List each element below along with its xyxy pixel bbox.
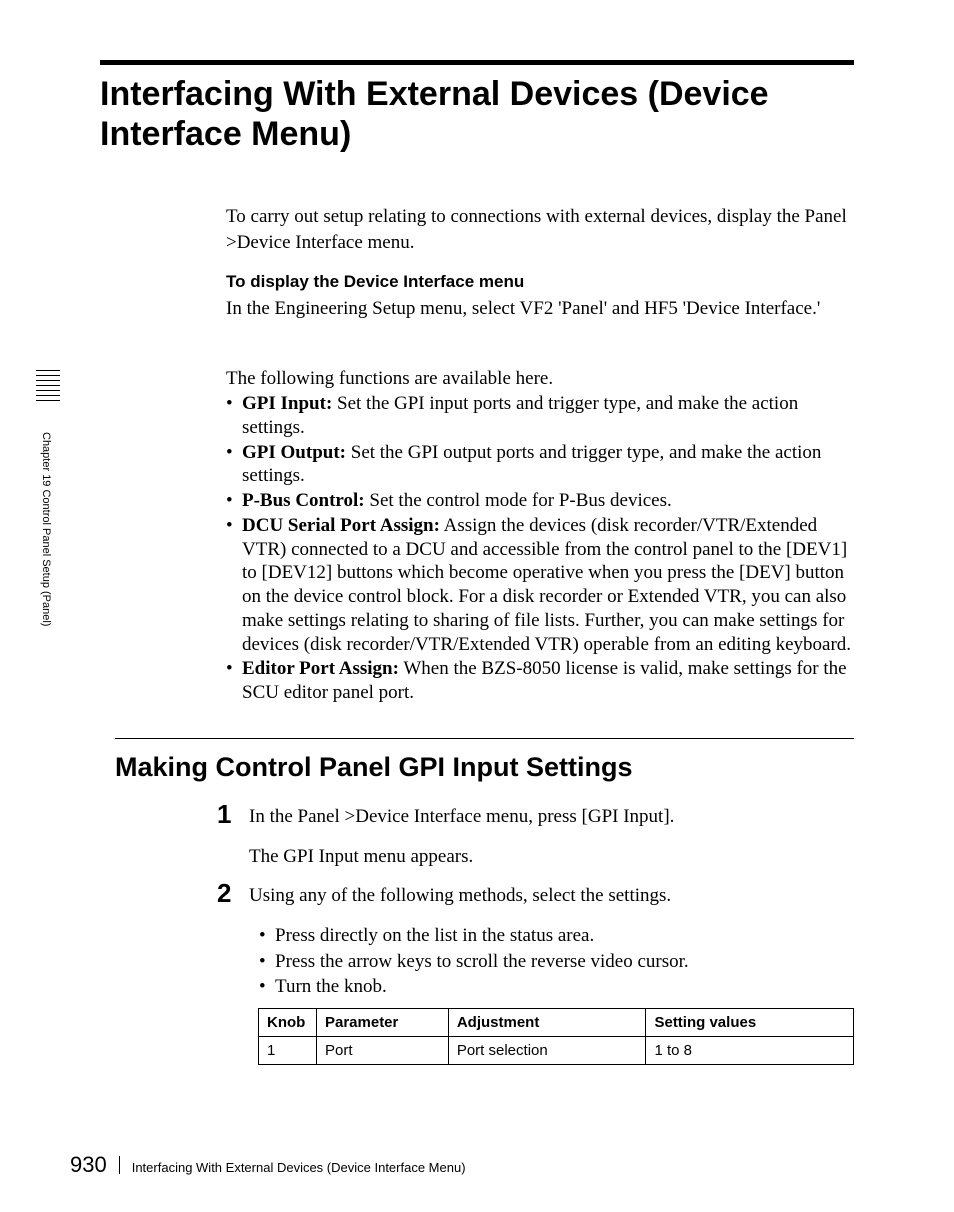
step-subtext: The GPI Input menu appears. (249, 844, 854, 870)
list-item: • GPI Input: Set the GPI input ports and… (226, 392, 854, 440)
col-header-adjustment: Adjustment (448, 1009, 646, 1037)
functions-intro: The following functions are available he… (226, 366, 854, 392)
footer-text: Interfacing With External Devices (Devic… (132, 1160, 466, 1175)
side-tab-lines-icon (36, 370, 60, 405)
step-2: 2 Using any of the following methods, se… (217, 879, 854, 1000)
footer: 930 Interfacing With External Devices (D… (70, 1152, 870, 1178)
side-tab-label: Chapter 19 Control Panel Setup (Panel) (38, 432, 52, 626)
step-body: Using any of the following methods, sele… (249, 879, 854, 1000)
list-item-body: GPI Output: Set the GPI output ports and… (242, 441, 854, 489)
list-item-text: Press the arrow keys to scroll the rever… (275, 949, 689, 975)
list-item-text: Press directly on the list in the status… (275, 923, 594, 949)
page: Interfacing With External Devices (Devic… (0, 0, 954, 1212)
display-heading: To display the Device Interface menu (226, 272, 854, 292)
cell-setting-values: 1 to 8 (646, 1037, 854, 1065)
cell-parameter: Port (316, 1037, 448, 1065)
list-item: •Press the arrow keys to scroll the reve… (249, 949, 854, 975)
list-item: •Press directly on the list in the statu… (249, 923, 854, 949)
list-item-body: Editor Port Assign: When the BZS-8050 li… (242, 657, 854, 705)
list-item: • Editor Port Assign: When the BZS-8050 … (226, 657, 854, 705)
bullet-icon: • (226, 392, 242, 440)
bullet-icon: • (226, 489, 242, 513)
table-header-row: Knob Parameter Adjustment Setting values (259, 1009, 854, 1037)
step-text: Using any of the following methods, sele… (249, 885, 671, 906)
step-1: 1 In the Panel >Device Interface menu, p… (217, 800, 854, 869)
cell-adjustment: Port selection (448, 1037, 646, 1065)
bullet-icon: • (226, 514, 242, 657)
list-item: •Turn the knob. (249, 974, 854, 1000)
bullet-icon: • (226, 441, 242, 489)
chapter-title: Interfacing With External Devices (Devic… (100, 74, 854, 154)
list-item: • DCU Serial Port Assign: Assign the dev… (226, 514, 854, 657)
table-row: 1 Port Port selection 1 to 8 (259, 1037, 854, 1065)
display-body: In the Engineering Setup menu, select VF… (226, 296, 854, 322)
bullet-icon: • (259, 949, 275, 975)
cell-knob: 1 (259, 1037, 317, 1065)
intro-paragraph: To carry out setup relating to connectio… (226, 204, 854, 255)
page-number: 930 (70, 1152, 107, 1178)
section-title: Making Control Panel GPI Input Settings (115, 752, 854, 783)
list-item-body: DCU Serial Port Assign: Assign the devic… (242, 514, 854, 657)
knob-table: Knob Parameter Adjustment Setting values… (258, 1008, 854, 1065)
col-header-knob: Knob (259, 1009, 317, 1037)
step-text: In the Panel >Device Interface menu, pre… (249, 806, 674, 827)
list-item-body: P-Bus Control: Set the control mode for … (242, 489, 854, 513)
bullet-icon: • (226, 657, 242, 705)
col-header-setting-values: Setting values (646, 1009, 854, 1037)
col-header-parameter: Parameter (316, 1009, 448, 1037)
list-item-body: GPI Input: Set the GPI input ports and t… (242, 392, 854, 440)
bullet-icon: • (259, 974, 275, 1000)
footer-divider (119, 1156, 120, 1174)
functions-bullet-list: • GPI Input: Set the GPI input ports and… (226, 392, 854, 706)
step-sub-bullets: •Press directly on the list in the statu… (249, 923, 854, 1000)
list-item-text: Turn the knob. (275, 974, 387, 1000)
section-rule (115, 738, 854, 739)
bullet-icon: • (259, 923, 275, 949)
step-body: In the Panel >Device Interface menu, pre… (249, 800, 854, 869)
steps: 1 In the Panel >Device Interface menu, p… (217, 800, 854, 1006)
title-rule (100, 60, 854, 65)
step-number: 1 (217, 800, 249, 869)
step-number: 2 (217, 879, 249, 1000)
list-item: • GPI Output: Set the GPI output ports a… (226, 441, 854, 489)
list-item: • P-Bus Control: Set the control mode fo… (226, 489, 854, 513)
